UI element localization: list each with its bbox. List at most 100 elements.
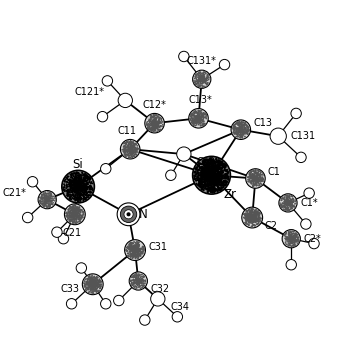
Circle shape [68, 182, 71, 183]
Circle shape [287, 202, 289, 204]
Circle shape [153, 123, 154, 125]
Circle shape [154, 130, 156, 132]
Circle shape [74, 198, 76, 200]
Circle shape [257, 174, 259, 176]
Circle shape [292, 236, 294, 237]
Circle shape [77, 185, 78, 187]
Circle shape [147, 121, 148, 123]
Circle shape [42, 200, 44, 202]
Circle shape [197, 118, 199, 120]
Circle shape [202, 125, 204, 126]
Circle shape [138, 148, 140, 150]
Circle shape [252, 177, 254, 178]
Circle shape [83, 189, 85, 191]
Circle shape [199, 111, 201, 113]
Circle shape [294, 237, 296, 239]
Circle shape [73, 214, 75, 216]
Circle shape [96, 278, 98, 280]
Circle shape [133, 247, 135, 248]
Circle shape [245, 210, 247, 212]
Circle shape [193, 115, 195, 117]
Circle shape [218, 177, 220, 180]
Circle shape [156, 122, 158, 124]
Circle shape [191, 117, 193, 119]
Circle shape [218, 180, 221, 182]
Circle shape [212, 172, 214, 174]
Circle shape [287, 207, 289, 208]
Circle shape [73, 209, 75, 211]
Circle shape [74, 214, 76, 216]
Circle shape [135, 245, 137, 247]
Circle shape [240, 129, 242, 131]
Circle shape [153, 121, 154, 122]
Circle shape [286, 237, 287, 239]
Circle shape [124, 146, 126, 147]
Circle shape [205, 178, 208, 181]
Circle shape [75, 197, 77, 199]
Circle shape [133, 147, 135, 149]
Circle shape [135, 248, 137, 250]
Circle shape [252, 216, 254, 218]
Circle shape [68, 181, 71, 183]
Circle shape [134, 281, 136, 283]
Circle shape [251, 215, 252, 216]
Circle shape [78, 179, 80, 181]
Circle shape [198, 120, 200, 121]
Circle shape [223, 180, 225, 182]
Circle shape [76, 188, 78, 190]
Circle shape [135, 152, 136, 154]
Circle shape [291, 201, 293, 203]
Circle shape [204, 159, 206, 161]
Circle shape [238, 129, 240, 131]
Circle shape [47, 200, 49, 201]
Circle shape [132, 251, 135, 253]
Circle shape [195, 81, 196, 82]
Circle shape [81, 188, 83, 190]
Circle shape [72, 189, 74, 191]
Circle shape [214, 173, 216, 175]
Circle shape [291, 233, 293, 234]
Circle shape [212, 176, 215, 178]
Circle shape [136, 251, 138, 253]
Circle shape [89, 291, 91, 292]
Circle shape [71, 173, 73, 175]
Circle shape [211, 182, 213, 185]
Circle shape [98, 282, 100, 284]
Circle shape [203, 85, 204, 87]
Circle shape [252, 212, 255, 213]
Circle shape [262, 180, 264, 182]
Circle shape [71, 180, 73, 182]
Circle shape [291, 203, 293, 205]
Circle shape [249, 216, 251, 218]
Circle shape [91, 280, 93, 282]
Circle shape [207, 174, 209, 176]
Circle shape [196, 74, 198, 75]
Circle shape [204, 185, 206, 187]
Circle shape [135, 150, 137, 152]
Circle shape [97, 283, 99, 285]
Circle shape [242, 125, 244, 126]
Circle shape [206, 74, 208, 75]
Circle shape [245, 212, 247, 214]
Circle shape [198, 179, 200, 181]
Circle shape [253, 179, 255, 181]
Circle shape [257, 210, 259, 212]
Circle shape [210, 175, 212, 177]
Circle shape [203, 180, 206, 183]
Circle shape [71, 191, 73, 193]
Circle shape [252, 177, 254, 179]
Circle shape [155, 119, 157, 121]
Circle shape [137, 246, 139, 248]
Circle shape [42, 204, 43, 206]
Circle shape [97, 277, 99, 278]
Circle shape [295, 201, 297, 202]
Circle shape [40, 196, 42, 198]
Circle shape [154, 114, 155, 116]
Circle shape [210, 172, 213, 174]
Circle shape [253, 178, 255, 180]
Circle shape [202, 78, 204, 80]
Circle shape [243, 125, 245, 127]
Circle shape [221, 177, 224, 180]
Circle shape [202, 76, 203, 78]
Circle shape [235, 126, 237, 128]
